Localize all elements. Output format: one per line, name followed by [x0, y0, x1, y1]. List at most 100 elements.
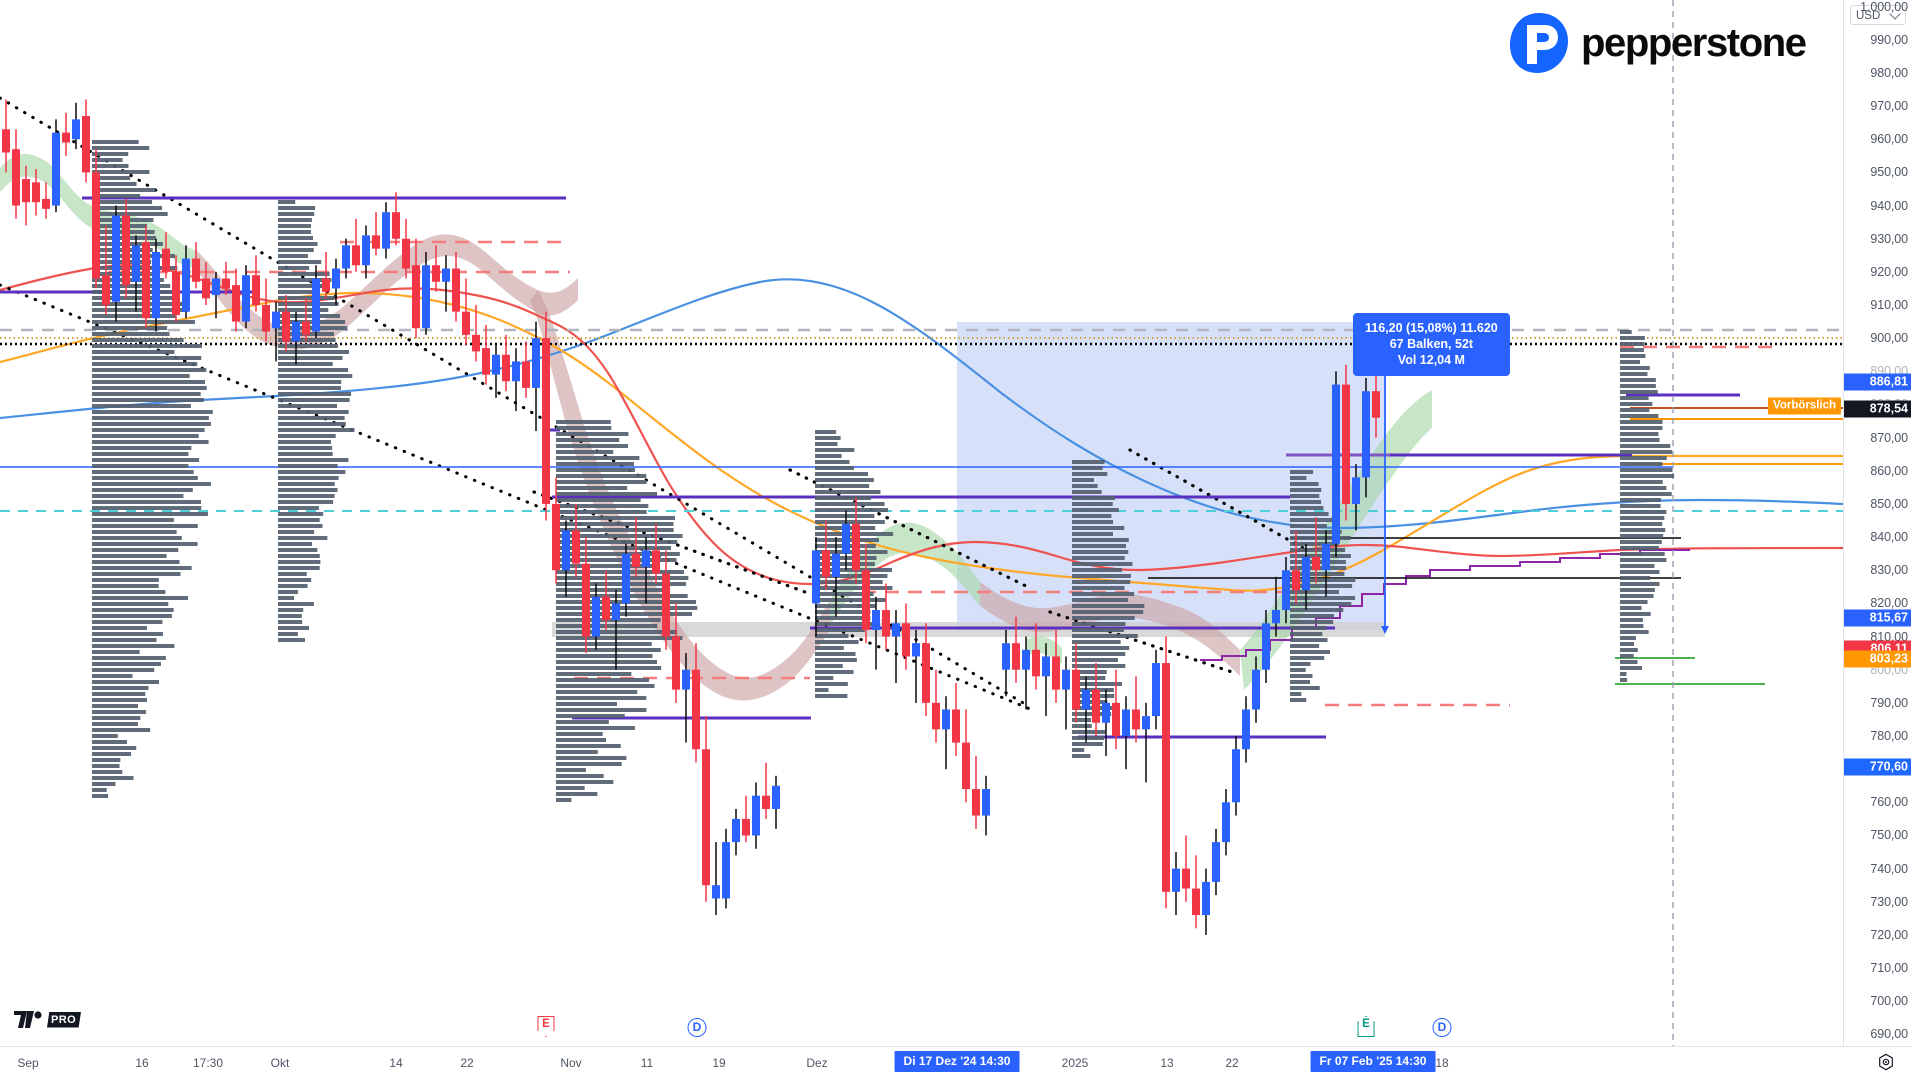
chart-plot-area[interactable]: 116,20 (15,08%) 11.620 67 Balken, 52t Vo…: [0, 0, 1843, 1046]
time-tick: 17:30: [192, 1056, 224, 1070]
candle-body: [1222, 802, 1230, 843]
candle-body: [702, 749, 710, 886]
volume-profile-bar: [815, 688, 829, 692]
volume-profile-bar: [1290, 644, 1320, 648]
measurement-tooltip[interactable]: 116,20 (15,08%) 11.620 67 Balken, 52t Vo…: [1353, 313, 1510, 376]
time-tick: 14: [389, 1056, 403, 1070]
currency-selector[interactable]: USD: [1850, 5, 1906, 25]
volume-profile-bar: [1620, 498, 1661, 502]
volume-profile-bar: [92, 458, 200, 462]
dividend-marker-1[interactable]: D: [687, 1018, 707, 1037]
volume-profile-bar: [556, 714, 625, 718]
candle-body: [82, 116, 90, 173]
pepperstone-logo-icon: [1510, 13, 1568, 73]
volume-profile-bar: [278, 440, 331, 444]
volume-profile-bar: [278, 284, 330, 288]
volume-profile-bar: [1072, 574, 1131, 578]
candle-body: [1162, 663, 1170, 892]
gear-icon[interactable]: [1877, 1053, 1895, 1071]
volume-profile-bar: [556, 534, 683, 538]
time-badge-end[interactable]: Fr 07 Feb '25 14:30: [1310, 1051, 1436, 1072]
volume-profile-bar: [815, 574, 888, 578]
candle-body: [72, 119, 80, 140]
candle-body: [42, 198, 50, 209]
price-axis[interactable]: USD 1.000,00 990,00 980,00 970,00 960,00 950,…: [1768, 0, 1911, 1046]
volume-profile-bar: [1620, 486, 1667, 490]
volume-profile-bar: [1620, 630, 1649, 634]
candle-body: [882, 610, 890, 637]
volume-profile-bar: [1072, 526, 1125, 530]
candle-body: [912, 643, 920, 657]
volume-profile-bar: [556, 732, 603, 736]
volume-profile-bar: [1290, 608, 1344, 612]
volume-profile-bar: [815, 592, 874, 596]
volume-profile-bar: [92, 308, 188, 312]
candle-body: [362, 235, 370, 266]
volume-profile-bar: [92, 434, 199, 438]
candle-body: [1072, 669, 1080, 710]
volume-profile-bar: [278, 362, 333, 366]
volume-profile-bar: [1620, 348, 1644, 352]
volume-profile-bar: [556, 780, 614, 784]
time-axis[interactable]: Sep 16 17:30 Okt 14 22 Nov 11 19 Dez 2025 13 22 18 Di…: [0, 1046, 1911, 1077]
earnings-marker-2[interactable]: E: [1357, 1016, 1375, 1037]
price-tick: 690,00: [1870, 1027, 1908, 1042]
volume-profile-bar: [1072, 616, 1135, 620]
volume-profile-bar: [815, 454, 842, 458]
price-tick: 730,00: [1870, 894, 1908, 909]
volume-profile-bar: [92, 194, 141, 198]
volume-profile-bar: [815, 514, 875, 518]
tradingview-logo[interactable]: PRO: [14, 1011, 82, 1028]
volume-profile-bar: [556, 558, 677, 562]
volume-profile-bar: [278, 206, 316, 210]
candle-body: [642, 550, 650, 567]
volume-profile-bar: [92, 566, 192, 570]
volume-profile-bar: [815, 520, 885, 524]
volume-profile-bar: [92, 446, 192, 450]
candle-body: [922, 643, 930, 703]
volume-profile-bar: [1620, 372, 1648, 376]
candle-body: [722, 842, 730, 899]
volume-profile-bar: [556, 672, 632, 676]
earnings-marker-1[interactable]: E: [537, 1016, 555, 1037]
volume-profile-bar: [278, 476, 339, 480]
volume-profile-bar: [92, 260, 152, 264]
dividend-marker-2[interactable]: D: [1432, 1018, 1452, 1037]
candle-body: [192, 258, 200, 282]
price-badge-803[interactable]: 803,23: [1844, 650, 1911, 668]
volume-profile-bar: [278, 620, 303, 624]
volume-profile-bar: [278, 632, 298, 636]
price-badge-770[interactable]: 770,60: [1844, 758, 1911, 776]
volume-profile-bar: [1620, 516, 1665, 520]
volume-profile-bar: [92, 314, 177, 318]
volume-profile-bar: [278, 344, 338, 348]
volume-profile-bar: [556, 786, 585, 790]
price-tick: 780,00: [1870, 729, 1908, 743]
volume-profile-bar: [278, 494, 335, 498]
volume-profile-bar: [278, 560, 321, 564]
time-tick: 16: [135, 1056, 149, 1070]
volume-profile-bar: [278, 254, 309, 258]
candle-body: [1292, 570, 1300, 591]
volume-profile-bar: [1290, 554, 1351, 558]
time-tick: 22: [1225, 1056, 1239, 1070]
volume-profile-bar: [1620, 540, 1662, 544]
time-badge-start[interactable]: Di 17 Dez '24 14:30: [894, 1051, 1020, 1072]
volume-profile-bar: [278, 530, 315, 534]
volume-profile-bar: [556, 528, 674, 532]
volume-profile-bar: [1620, 642, 1635, 646]
volume-profile-bar: [1620, 660, 1638, 664]
price-badge-878[interactable]: 878,54: [1844, 400, 1911, 418]
price-tick: 830,00: [1870, 563, 1908, 578]
volume-profile-bar: [278, 614, 302, 618]
candle-body: [902, 623, 910, 657]
volume-profile-bar: [1620, 360, 1641, 364]
pre-market-badge[interactable]: Vorbörslich: [1768, 397, 1842, 415]
volume-profile-bar: [556, 582, 687, 586]
volume-profile-bar: [556, 774, 604, 778]
volume-profile-bar: [92, 158, 123, 162]
volume-profile-bar: [278, 398, 350, 402]
price-badge-815[interactable]: 815,67: [1844, 609, 1911, 627]
volume-profile-bar: [278, 584, 308, 588]
price-badge-886[interactable]: 886,81: [1844, 373, 1911, 391]
